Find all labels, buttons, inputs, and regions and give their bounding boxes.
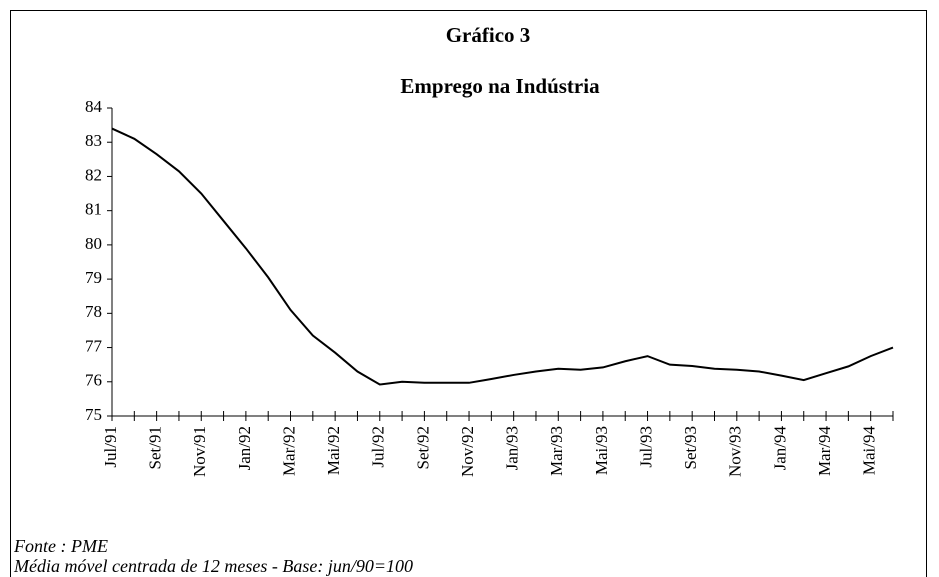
- chart-title: Gráfico 3: [446, 23, 531, 47]
- y-tick-label: 77: [85, 336, 103, 355]
- x-tick-label: Jul/93: [636, 426, 655, 468]
- x-tick-label: Mar/94: [815, 426, 834, 477]
- x-tick-label: Mar/93: [547, 426, 566, 476]
- x-tick-label: Nov/91: [190, 426, 209, 477]
- frame: [10, 10, 927, 577]
- line-series: [111, 127, 894, 386]
- x-tick-label: Jul/91: [101, 426, 120, 468]
- y-tick-label: 83: [85, 131, 102, 150]
- note: Fonte : PME: [13, 536, 108, 556]
- y-tick-label: 80: [85, 234, 102, 253]
- x-tick-label: Jan/92: [235, 426, 254, 470]
- note: Média móvel centrada de 12 meses - Base:…: [13, 556, 413, 576]
- y-tick-label: 81: [85, 200, 102, 219]
- x-tick-label: Set/92: [413, 426, 432, 469]
- x-tick-label: Mai/93: [592, 426, 611, 475]
- y-tick-label: 79: [85, 268, 102, 287]
- x-tick-label: Mai/94: [860, 426, 879, 476]
- x-tick-label: Jan/94: [770, 426, 789, 471]
- y-tick-label: 84: [85, 97, 103, 116]
- x-tick-label: Mai/92: [324, 426, 343, 475]
- y-tick-label: 82: [85, 165, 102, 184]
- x-tick-label: Jul/92: [369, 426, 388, 468]
- x-tick-label: Nov/93: [726, 426, 745, 477]
- y-tick-label: 78: [85, 302, 102, 321]
- x-tick-label: Jan/93: [503, 426, 522, 470]
- x-tick-label: Nov/92: [458, 426, 477, 477]
- y-tick-label: 76: [85, 371, 102, 390]
- x-tick-label: Set/93: [681, 426, 700, 469]
- x-tick-label: Set/91: [146, 426, 165, 469]
- y-tick-label: 75: [85, 405, 102, 424]
- chart-subtitle: Emprego na Indústria: [400, 74, 600, 98]
- x-tick-label: Mar/92: [279, 426, 298, 476]
